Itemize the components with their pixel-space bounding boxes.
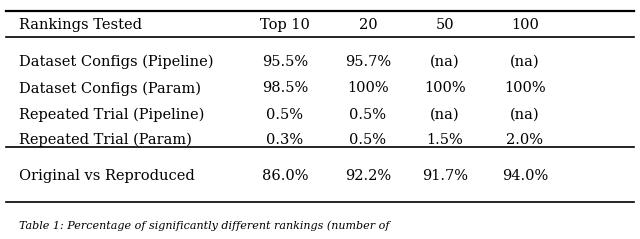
Text: 95.7%: 95.7% — [345, 55, 391, 69]
Text: (na): (na) — [430, 55, 460, 69]
Text: 86.0%: 86.0% — [262, 169, 308, 183]
Text: 0.5%: 0.5% — [349, 108, 387, 122]
Text: 100%: 100% — [504, 81, 546, 95]
Text: Rankings Tested: Rankings Tested — [19, 18, 142, 32]
Text: 100: 100 — [511, 18, 539, 32]
Text: 1.5%: 1.5% — [426, 133, 463, 147]
Text: 0.5%: 0.5% — [266, 108, 303, 122]
Text: Repeated Trial (Param): Repeated Trial (Param) — [19, 133, 192, 147]
Text: 2.0%: 2.0% — [506, 133, 543, 147]
Text: (na): (na) — [510, 55, 540, 69]
Text: Top 10: Top 10 — [260, 18, 310, 32]
Text: Repeated Trial (Pipeline): Repeated Trial (Pipeline) — [19, 108, 205, 122]
Text: 98.5%: 98.5% — [262, 81, 308, 95]
Text: Original vs Reproduced: Original vs Reproduced — [19, 169, 195, 183]
Text: (na): (na) — [430, 108, 460, 122]
Text: 100%: 100% — [424, 81, 466, 95]
Text: Dataset Configs (Param): Dataset Configs (Param) — [19, 81, 201, 96]
Text: 91.7%: 91.7% — [422, 169, 468, 183]
Text: 20: 20 — [358, 18, 378, 32]
Text: Table 1: Percentage of significantly different rankings (number of: Table 1: Percentage of significantly dif… — [19, 221, 390, 231]
Text: (na): (na) — [510, 108, 540, 122]
Text: 100%: 100% — [347, 81, 389, 95]
Text: 0.5%: 0.5% — [349, 133, 387, 147]
Text: 0.3%: 0.3% — [266, 133, 303, 147]
Text: 50: 50 — [435, 18, 454, 32]
Text: Dataset Configs (Pipeline): Dataset Configs (Pipeline) — [19, 55, 214, 69]
Text: 94.0%: 94.0% — [502, 169, 548, 183]
Text: 92.2%: 92.2% — [345, 169, 391, 183]
Text: 95.5%: 95.5% — [262, 55, 308, 69]
